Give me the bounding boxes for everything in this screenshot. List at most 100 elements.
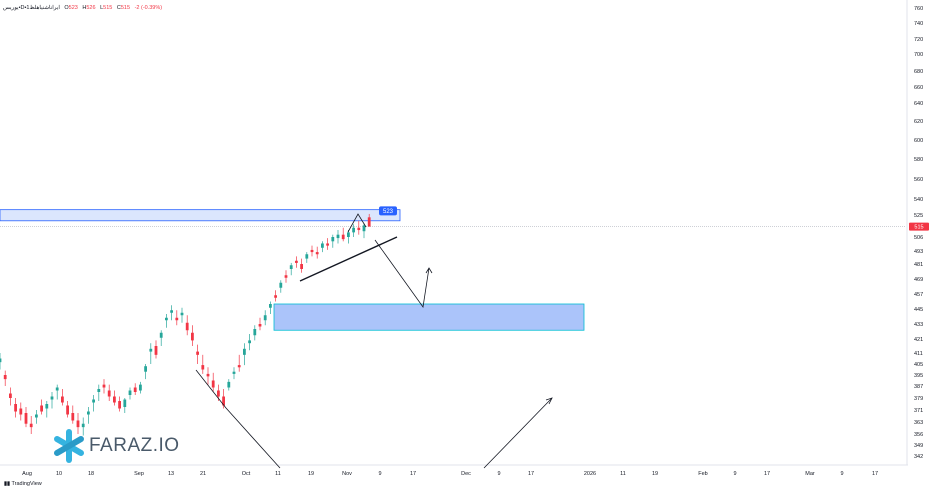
y-tick-label: 445 bbox=[914, 307, 923, 313]
candle-body bbox=[300, 264, 303, 269]
candle-body bbox=[170, 310, 173, 313]
price-marker-label: 523 bbox=[383, 209, 394, 215]
close-value: 515 bbox=[120, 5, 131, 11]
candle-body bbox=[19, 408, 23, 415]
x-tick-label: 9 bbox=[840, 471, 843, 477]
symbol-label: یوریس•D•ایراناشنیاهلظ1 bbox=[3, 5, 60, 11]
candle-body bbox=[14, 404, 17, 412]
tradingview-attribution[interactable]: ▮▮ TradingView bbox=[4, 481, 42, 487]
x-tick-label: 21 bbox=[200, 471, 206, 477]
candle-body bbox=[191, 332, 194, 341]
candle-body bbox=[180, 312, 184, 316]
y-tick-label: 371 bbox=[914, 408, 923, 414]
trend-line bbox=[347, 213, 367, 233]
trend-line bbox=[195, 369, 227, 409]
y-tick-label: 660 bbox=[914, 85, 923, 91]
candle-body bbox=[71, 413, 75, 421]
candle-body bbox=[3, 375, 7, 380]
candle-body bbox=[92, 399, 95, 403]
tradingview-label: TradingView bbox=[11, 481, 42, 487]
y-tick-label: 640 bbox=[914, 101, 923, 107]
faraz-star-icon bbox=[54, 429, 84, 463]
candle-body bbox=[347, 232, 350, 237]
candle-body bbox=[29, 423, 33, 428]
open-label: O bbox=[64, 5, 69, 11]
candle-body bbox=[331, 237, 335, 242]
candle-body bbox=[258, 324, 262, 327]
tradingview-icon: ▮▮ bbox=[4, 481, 11, 487]
candle-body bbox=[50, 396, 54, 400]
candle-body bbox=[232, 371, 236, 374]
candle-body bbox=[123, 399, 127, 407]
candle-body bbox=[211, 380, 215, 388]
x-tick-label: 13 bbox=[168, 471, 174, 477]
candle-body bbox=[279, 282, 283, 288]
candle-body bbox=[9, 393, 12, 398]
candle-body bbox=[310, 249, 314, 253]
candle-body bbox=[336, 234, 340, 239]
candle-body bbox=[55, 387, 59, 391]
x-tick-label: Oct bbox=[242, 471, 251, 477]
faraz-logo: FARAZ.IO bbox=[52, 429, 180, 463]
low-label: L bbox=[100, 5, 104, 11]
y-tick-label: 680 bbox=[914, 69, 923, 75]
y-tick-label: 433 bbox=[914, 322, 923, 328]
y-tick-label: 395 bbox=[914, 373, 923, 379]
candle-body bbox=[341, 234, 345, 240]
candle-body bbox=[102, 384, 106, 388]
y-tick-label: 580 bbox=[914, 157, 923, 163]
x-tick-label: 11 bbox=[620, 471, 626, 477]
candle-body bbox=[139, 384, 142, 391]
x-tick-label: Mar bbox=[805, 471, 815, 477]
close-label: C bbox=[116, 5, 121, 11]
candle-body bbox=[61, 396, 64, 403]
candle-body bbox=[222, 396, 225, 406]
candle-body bbox=[326, 243, 329, 246]
trend-line bbox=[225, 407, 281, 469]
y-tick-label: 620 bbox=[914, 119, 923, 125]
candle-body bbox=[289, 265, 293, 269]
candle-body bbox=[40, 405, 43, 412]
y-tick-label: 560 bbox=[914, 177, 923, 183]
candle-body bbox=[269, 304, 272, 308]
x-tick-label: 9 bbox=[733, 471, 736, 477]
x-tick-label: Feb bbox=[698, 471, 707, 477]
candle-body bbox=[274, 295, 277, 298]
chart-header: یوریس•D•ایراناشنیاهلظ1 O523 H526 L515 C5… bbox=[3, 5, 162, 11]
candle-body bbox=[113, 396, 116, 403]
y-tick-label: 349 bbox=[914, 443, 923, 449]
y-tick-label: 421 bbox=[914, 337, 923, 343]
price-marker-bubble bbox=[379, 206, 397, 216]
candle-body bbox=[149, 348, 153, 352]
x-tick-label: Sep bbox=[134, 471, 144, 477]
candle-body bbox=[305, 254, 309, 259]
candle-body bbox=[66, 405, 69, 415]
y-tick-label: 411 bbox=[914, 351, 923, 357]
low-value: 515 bbox=[103, 5, 113, 11]
last-price-label: 515 bbox=[914, 225, 923, 231]
x-tick-label: 17 bbox=[410, 471, 416, 477]
candle-body bbox=[175, 317, 179, 321]
candle-body bbox=[284, 275, 288, 278]
trend-line bbox=[299, 236, 398, 282]
trend-line bbox=[483, 397, 553, 469]
candle-body bbox=[201, 365, 205, 370]
high-value: 526 bbox=[86, 5, 96, 11]
candle-body bbox=[154, 346, 158, 355]
candle-body bbox=[107, 390, 111, 397]
last-price-tag bbox=[909, 222, 929, 231]
x-tick-label: 17 bbox=[528, 471, 534, 477]
support-zone bbox=[273, 303, 585, 331]
candle-body bbox=[0, 358, 2, 363]
y-tick-label: 740 bbox=[914, 21, 923, 27]
candle-body bbox=[357, 227, 361, 231]
y-tick-label: 469 bbox=[914, 277, 923, 283]
x-tick-label: 9 bbox=[497, 471, 500, 477]
candle-body bbox=[144, 366, 147, 372]
y-tick-label: 481 bbox=[914, 262, 923, 268]
y-tick-label: 600 bbox=[914, 138, 923, 144]
y-tick-label: 506 bbox=[914, 235, 923, 241]
y-tick-label: 493 bbox=[914, 249, 923, 255]
candle-body bbox=[263, 315, 267, 321]
